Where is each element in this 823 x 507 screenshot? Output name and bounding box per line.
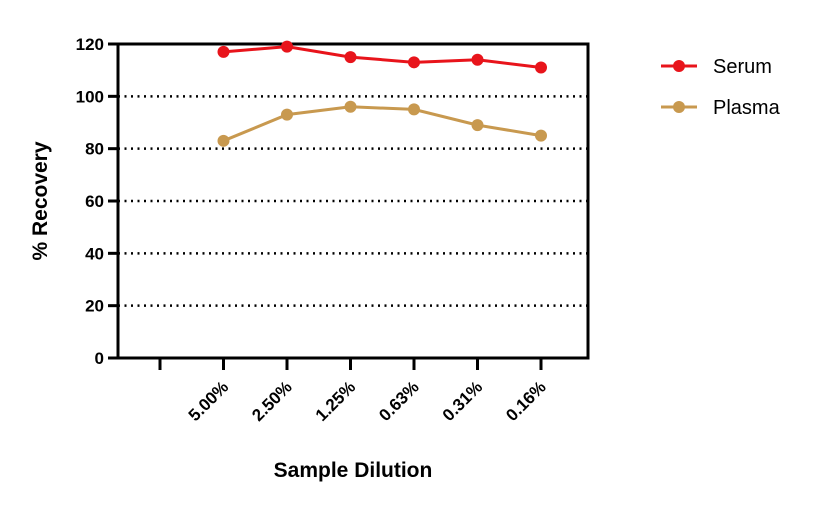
data-point-plasma — [344, 100, 357, 113]
data-point-serum — [217, 45, 230, 58]
y-tick-label: 60 — [85, 192, 104, 211]
x-axis-ticks: 5.00% 2.50% 1.25% 0.63% 0.31% 0.16% — [158, 358, 550, 425]
y-tick-label: 120 — [76, 35, 104, 54]
y-tick-label: 20 — [85, 297, 104, 316]
y-axis-ticks: 0 20 40 60 80 100 120 — [76, 35, 118, 368]
x-tick-label: 0.16% — [502, 377, 550, 425]
data-point-serum — [344, 51, 357, 64]
data-point-plasma — [535, 129, 547, 142]
x-tick-label: 0.31% — [439, 377, 487, 425]
data-point-plasma — [408, 103, 420, 116]
y-tick-label: 100 — [76, 87, 104, 106]
legend: Serum Plasma — [661, 56, 781, 119]
data-point-plasma — [281, 108, 293, 121]
series-line-plasma — [222, 105, 542, 143]
x-tick-label: 1.25% — [312, 377, 360, 425]
y-tick-label: 80 — [85, 140, 104, 159]
series-line-serum — [223, 45, 542, 70]
series-group — [217, 40, 547, 147]
x-tick-label: 0.63% — [375, 377, 423, 425]
x-tick-label: 2.50% — [248, 377, 296, 425]
y-tick-label: 0 — [95, 349, 104, 368]
data-point-serum — [281, 40, 293, 53]
legend-label-serum: Serum — [713, 56, 772, 78]
data-point-serum — [535, 61, 547, 74]
x-tick-label: 5.00% — [185, 377, 233, 425]
gridlines — [118, 95, 588, 307]
x-axis-title: Sample Dilution — [274, 459, 433, 482]
data-point-serum — [471, 53, 484, 66]
data-point-plasma — [217, 134, 230, 147]
data-point-serum — [408, 56, 420, 69]
y-tick-label: 40 — [85, 244, 104, 263]
legend-label-plasma: Plasma — [713, 97, 781, 119]
legend-marker-plasma — [673, 101, 685, 113]
y-axis-title: % Recovery — [29, 141, 52, 260]
data-point-plasma — [471, 119, 484, 132]
legend-marker-serum — [673, 60, 685, 72]
